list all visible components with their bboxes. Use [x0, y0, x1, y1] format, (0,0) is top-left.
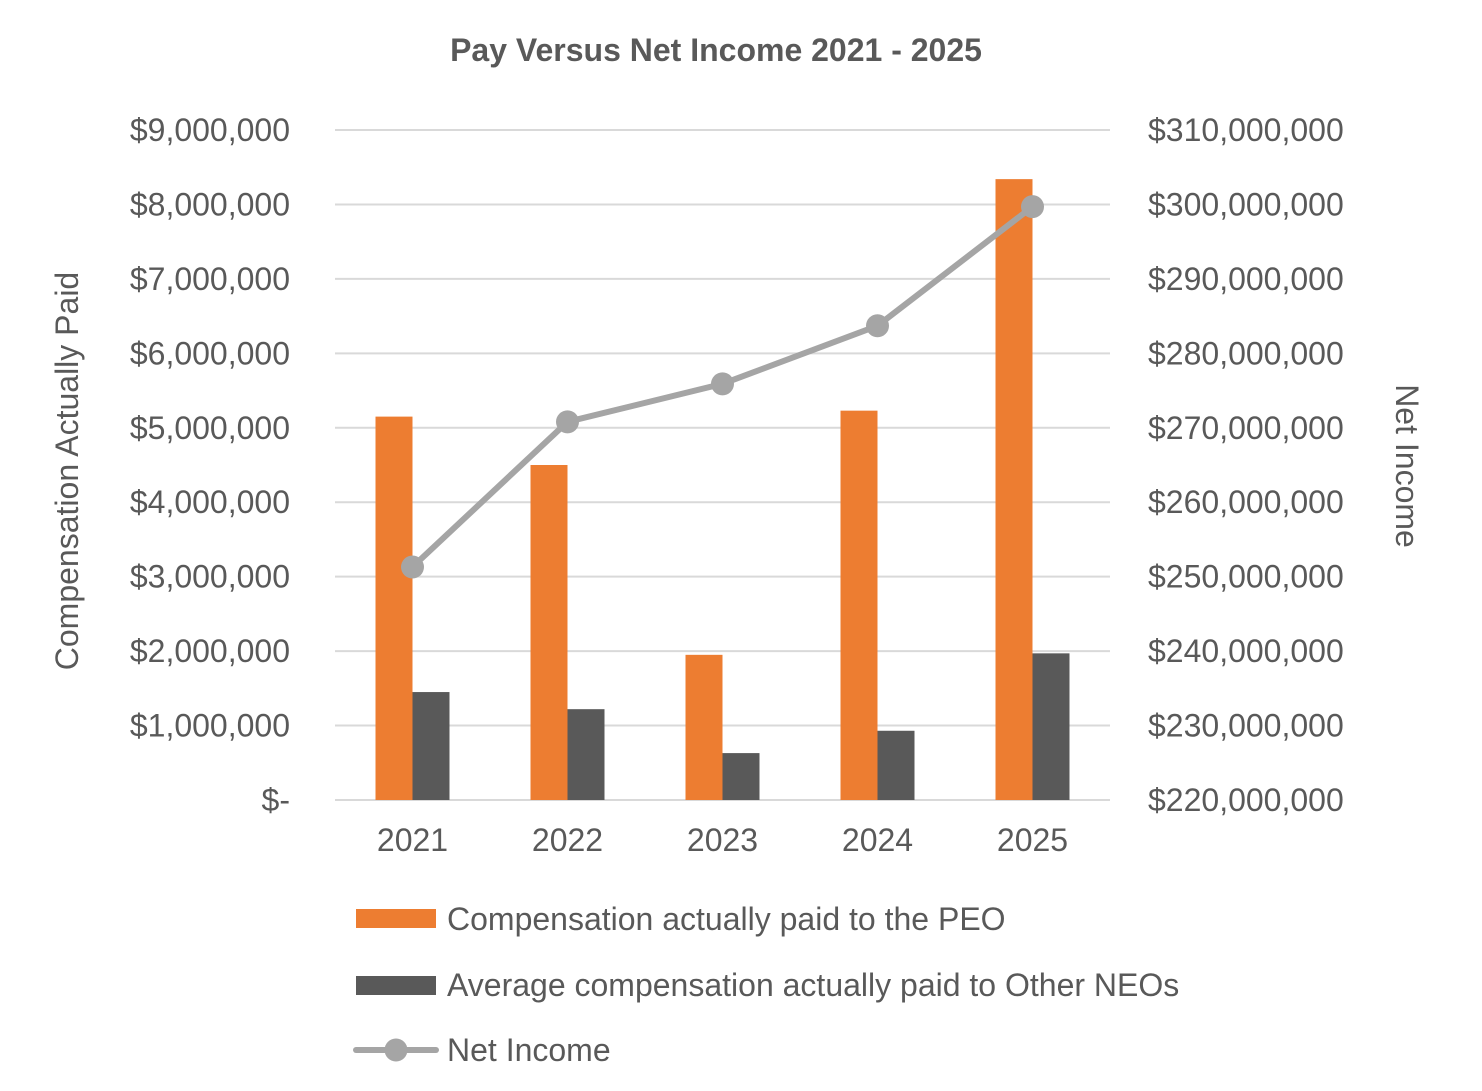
- peo-compensation-bar-2021: [375, 416, 413, 800]
- legend-swatch-net-income-marker: [384, 1038, 408, 1062]
- y2-tick-label: $290,000,000: [1148, 261, 1344, 297]
- y-tick-label: $1,000,000: [130, 708, 290, 744]
- peo-compensation-bar-2022: [530, 465, 568, 800]
- y-tick-label: $8,000,000: [130, 186, 290, 222]
- legend-item-net-income: Net Income: [353, 1032, 611, 1068]
- y2-tick-label: $310,000,000: [1148, 112, 1344, 148]
- x-tick-label: 2023: [687, 822, 758, 858]
- net-income-marker-2025: [1021, 195, 1044, 219]
- x-tick-label: 2025: [997, 822, 1068, 858]
- gridlines: [335, 129, 1110, 801]
- other-neos-avg-compensation-bar-2025: [1032, 653, 1070, 800]
- x-tick-label: 2022: [532, 822, 603, 858]
- legend-label-other-neos-compensation: Average compensation actually paid to Ot…: [447, 967, 1179, 1003]
- y2-tick-label: $250,000,000: [1148, 559, 1344, 595]
- net-income-marker-2024: [866, 314, 889, 338]
- y2-axis-ticks: $220,000,000 $230,000,000 $240,000,000 $250…: [1148, 112, 1344, 818]
- other-neos-avg-compensation-bar-2024: [877, 730, 915, 800]
- chart-title: Pay Versus Net Income 2021 - 2025: [450, 32, 982, 68]
- other-neos-avg-compensation-bar-2021: [412, 692, 450, 800]
- y2-tick-label: $230,000,000: [1148, 708, 1344, 744]
- y2-tick-label: $240,000,000: [1148, 633, 1344, 669]
- peo-compensation-bar-2024: [840, 410, 878, 800]
- y-tick-label: $-: [262, 782, 290, 818]
- net-income-marker-2021: [401, 555, 424, 579]
- net-income-marker-2022: [556, 410, 579, 434]
- y-tick-label: $2,000,000: [130, 633, 290, 669]
- y2-tick-label: $220,000,000: [1148, 782, 1344, 818]
- y2-axis-title: Net Income: [1389, 384, 1425, 548]
- legend-item-peo-compensation: Compensation actually paid to the PEO: [356, 901, 1006, 937]
- bar-series: [375, 179, 1070, 801]
- y-tick-label: $4,000,000: [130, 484, 290, 520]
- y-tick-label: $6,000,000: [130, 335, 290, 371]
- line-series: [401, 195, 1044, 579]
- other-neos-avg-compensation-bar-2023: [722, 753, 760, 800]
- x-axis-ticks: 2021 2022 2023 2024 2025: [377, 822, 1068, 858]
- peo-compensation-bar-2023: [685, 654, 723, 800]
- y-tick-label: $9,000,000: [130, 112, 290, 148]
- legend-label-net-income: Net Income: [447, 1032, 611, 1068]
- y-tick-label: $3,000,000: [130, 559, 290, 595]
- x-tick-label: 2021: [377, 822, 448, 858]
- legend-label-peo-compensation: Compensation actually paid to the PEO: [447, 901, 1006, 937]
- legend: Compensation actually paid to the PEO Av…: [353, 901, 1179, 1068]
- legend-swatch-peo-compensation: [356, 909, 436, 928]
- y2-tick-label: $270,000,000: [1148, 410, 1344, 446]
- other-neos-avg-compensation-bar-2022: [567, 709, 605, 800]
- y-tick-label: $7,000,000: [130, 261, 290, 297]
- y-tick-label: $5,000,000: [130, 410, 290, 446]
- x-tick-label: 2024: [842, 822, 913, 858]
- net-income-marker-2023: [711, 372, 734, 396]
- y2-tick-label: $260,000,000: [1148, 484, 1344, 520]
- y-axis-ticks: $- $1,000,000 $2,000,000 $3,000,000 $4,000,0…: [130, 112, 290, 818]
- y2-tick-label: $280,000,000: [1148, 335, 1344, 371]
- legend-swatch-other-neos-compensation: [356, 976, 436, 995]
- peo-compensation-bar-2025: [995, 179, 1033, 801]
- y2-tick-label: $300,000,000: [1148, 186, 1344, 222]
- legend-item-other-neos-compensation: Average compensation actually paid to Ot…: [356, 967, 1179, 1003]
- y-axis-title: Compensation Actually Paid: [49, 272, 85, 670]
